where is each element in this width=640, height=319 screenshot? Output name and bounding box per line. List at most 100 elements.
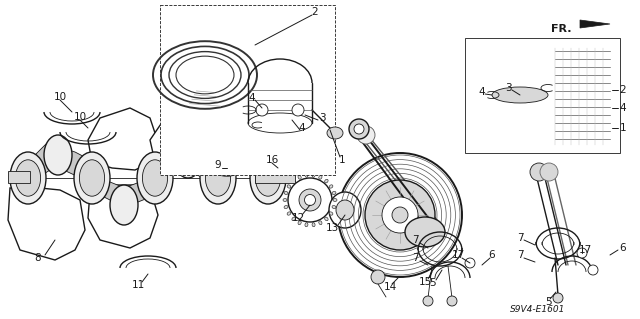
Ellipse shape	[336, 200, 354, 220]
Bar	[160, 5, 335, 175]
Text: 5: 5	[429, 278, 435, 288]
Text: 8: 8	[35, 253, 42, 263]
Ellipse shape	[324, 217, 328, 221]
Ellipse shape	[319, 221, 322, 225]
Circle shape	[540, 163, 558, 181]
Ellipse shape	[137, 152, 173, 204]
Ellipse shape	[423, 296, 433, 306]
Ellipse shape	[284, 205, 288, 209]
Circle shape	[288, 178, 332, 222]
Text: 12: 12	[291, 213, 305, 223]
Circle shape	[365, 180, 435, 250]
Ellipse shape	[329, 192, 361, 228]
Polygon shape	[88, 185, 158, 248]
Ellipse shape	[329, 185, 333, 188]
Ellipse shape	[284, 191, 288, 195]
Ellipse shape	[405, 217, 445, 247]
Ellipse shape	[319, 175, 322, 179]
Text: 15: 15	[419, 277, 431, 287]
Text: 3: 3	[319, 113, 325, 123]
Ellipse shape	[272, 164, 284, 172]
Text: 14: 14	[383, 282, 397, 292]
Text: 1: 1	[620, 123, 627, 133]
Ellipse shape	[205, 160, 230, 196]
Text: 2: 2	[312, 7, 318, 17]
Ellipse shape	[332, 191, 336, 195]
Text: 4: 4	[299, 123, 305, 133]
Text: 7: 7	[412, 235, 419, 245]
Ellipse shape	[15, 160, 40, 196]
Ellipse shape	[143, 160, 168, 196]
Ellipse shape	[553, 293, 563, 303]
Ellipse shape	[298, 221, 301, 225]
Ellipse shape	[79, 160, 104, 196]
Text: 17: 17	[451, 250, 465, 260]
Text: 4: 4	[249, 93, 255, 103]
Ellipse shape	[447, 296, 457, 306]
Text: 13: 13	[325, 223, 339, 233]
Text: 10: 10	[74, 112, 86, 122]
Circle shape	[349, 119, 369, 139]
Text: 9: 9	[214, 160, 221, 170]
Ellipse shape	[283, 198, 287, 202]
Text: FR.: FR.	[552, 24, 572, 34]
Text: 4: 4	[479, 87, 485, 97]
Circle shape	[577, 248, 587, 258]
Text: 17: 17	[579, 245, 591, 255]
Text: 2: 2	[620, 85, 627, 95]
Text: 3: 3	[505, 83, 511, 93]
Ellipse shape	[10, 152, 46, 204]
Ellipse shape	[110, 185, 138, 225]
Polygon shape	[53, 145, 100, 180]
Ellipse shape	[371, 270, 385, 284]
Ellipse shape	[324, 179, 328, 183]
Text: 7: 7	[412, 253, 419, 263]
Polygon shape	[150, 108, 222, 175]
Ellipse shape	[292, 179, 296, 183]
Text: 7: 7	[516, 233, 524, 243]
Circle shape	[305, 195, 316, 205]
Text: 11: 11	[131, 280, 145, 290]
Ellipse shape	[174, 138, 202, 178]
Ellipse shape	[332, 205, 336, 209]
Text: 10: 10	[53, 92, 67, 102]
Ellipse shape	[287, 185, 291, 188]
Ellipse shape	[200, 152, 236, 204]
Text: 6: 6	[489, 250, 495, 260]
Circle shape	[299, 189, 321, 211]
Text: 16: 16	[266, 155, 278, 165]
Polygon shape	[86, 170, 130, 204]
Ellipse shape	[287, 212, 291, 215]
Bar	[465, 38, 620, 153]
Ellipse shape	[74, 152, 110, 204]
Circle shape	[354, 124, 364, 134]
Circle shape	[382, 197, 418, 233]
Circle shape	[292, 104, 304, 116]
Text: S9V4-E1601: S9V4-E1601	[510, 306, 565, 315]
Ellipse shape	[305, 223, 308, 227]
Text: 7: 7	[516, 250, 524, 260]
Circle shape	[588, 265, 598, 275]
Polygon shape	[88, 108, 158, 170]
Polygon shape	[580, 20, 610, 28]
Ellipse shape	[327, 127, 343, 139]
Ellipse shape	[312, 223, 315, 227]
Polygon shape	[8, 188, 85, 260]
Polygon shape	[22, 140, 65, 188]
Ellipse shape	[298, 175, 301, 179]
Text: 5: 5	[545, 297, 551, 307]
Bar	[255, 171, 295, 183]
Polygon shape	[118, 175, 162, 210]
Circle shape	[256, 104, 268, 116]
Circle shape	[465, 258, 475, 268]
Ellipse shape	[44, 135, 72, 175]
Text: 6: 6	[620, 243, 627, 253]
Polygon shape	[148, 148, 195, 185]
Text: 4: 4	[620, 103, 627, 113]
Ellipse shape	[333, 198, 337, 202]
Circle shape	[357, 126, 375, 144]
Ellipse shape	[250, 152, 286, 204]
Circle shape	[392, 207, 408, 223]
Ellipse shape	[305, 173, 308, 177]
Circle shape	[338, 153, 462, 277]
